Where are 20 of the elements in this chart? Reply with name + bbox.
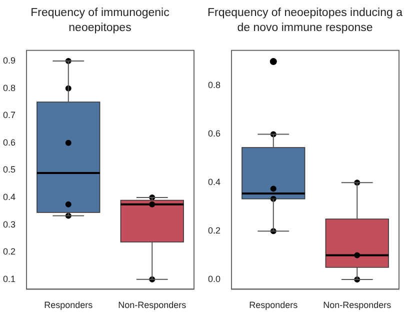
chart-title: Frqequency of neoepitopes inducing a de novo immune response [206,6,404,36]
y-tick-label: 0.6 [208,128,221,139]
y-tick-label: 0.2 [2,246,16,257]
y-tick-label: 0.4 [208,177,221,188]
y-tick-label: 0.4 [2,192,16,202]
y-tick-label: 0.8 [2,82,16,93]
chart-title: Frequency of immunogenic neoepitopes [30,6,170,36]
x-tick-label: Responders [249,300,298,310]
y-tick-label: 0.2 [208,226,221,236]
y-tick-label: 0.7 [2,110,16,120]
y-tick-label: 0.8 [208,80,221,90]
y-tick-label: 0.3 [2,219,16,230]
x-tick-label: Non-Responders [323,300,392,310]
x-tick-label: Responders [44,300,94,310]
y-tick-label: 0.9 [2,56,16,66]
x-tick-label: Non-Responders [118,300,187,310]
y-tick-label: 0.5 [2,164,16,175]
y-tick-label: 0.1 [2,274,16,284]
y-tick-label: 0.0 [208,274,221,284]
y-tick-label: 0.6 [2,137,16,148]
